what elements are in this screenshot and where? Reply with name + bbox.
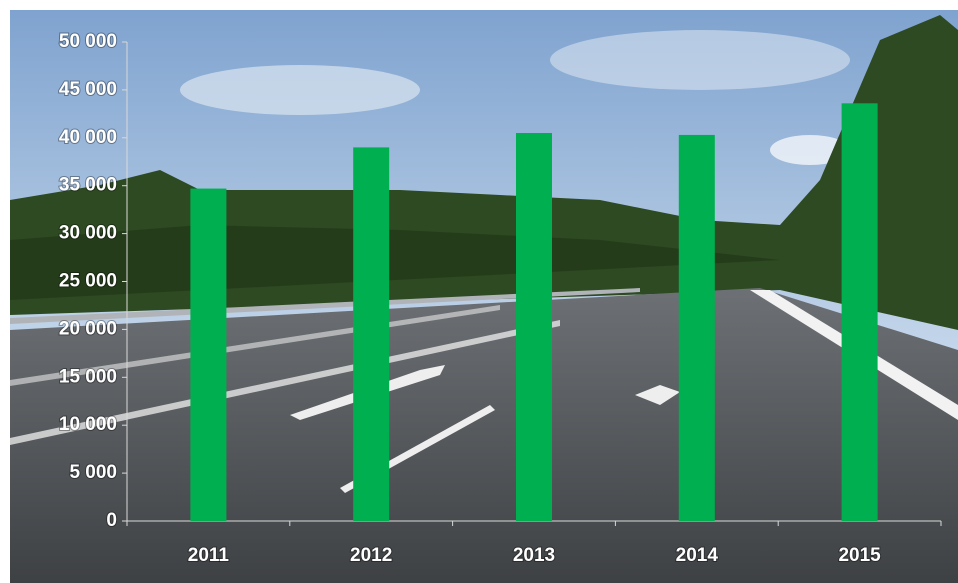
y-tick-label: 10 000 xyxy=(59,414,117,435)
bar xyxy=(678,134,715,521)
y-tick-label: 15 000 xyxy=(59,366,117,387)
y-tick-label: 0 xyxy=(106,510,117,531)
background-photo xyxy=(10,10,958,583)
y-tick-label: 5 000 xyxy=(69,462,117,483)
x-tick-label: 2013 xyxy=(513,545,555,566)
y-tick-label: 20 000 xyxy=(59,318,117,339)
x-tick-label: 2011 xyxy=(188,545,230,566)
x-tick-label: 2015 xyxy=(838,545,881,566)
bar xyxy=(841,103,878,521)
bar xyxy=(353,147,390,521)
y-tick-label: 50 000 xyxy=(59,31,117,52)
bar xyxy=(190,188,227,521)
bar xyxy=(516,133,552,521)
y-tick-label: 35 000 xyxy=(59,175,117,196)
x-tick-label: 2012 xyxy=(350,545,392,566)
x-tick-label: 2014 xyxy=(676,545,719,566)
y-tick-label: 25 000 xyxy=(59,271,117,292)
y-tick-label: 45 000 xyxy=(59,79,117,100)
y-tick-label: 30 000 xyxy=(59,223,117,244)
y-tick-label: 40 000 xyxy=(59,127,117,148)
